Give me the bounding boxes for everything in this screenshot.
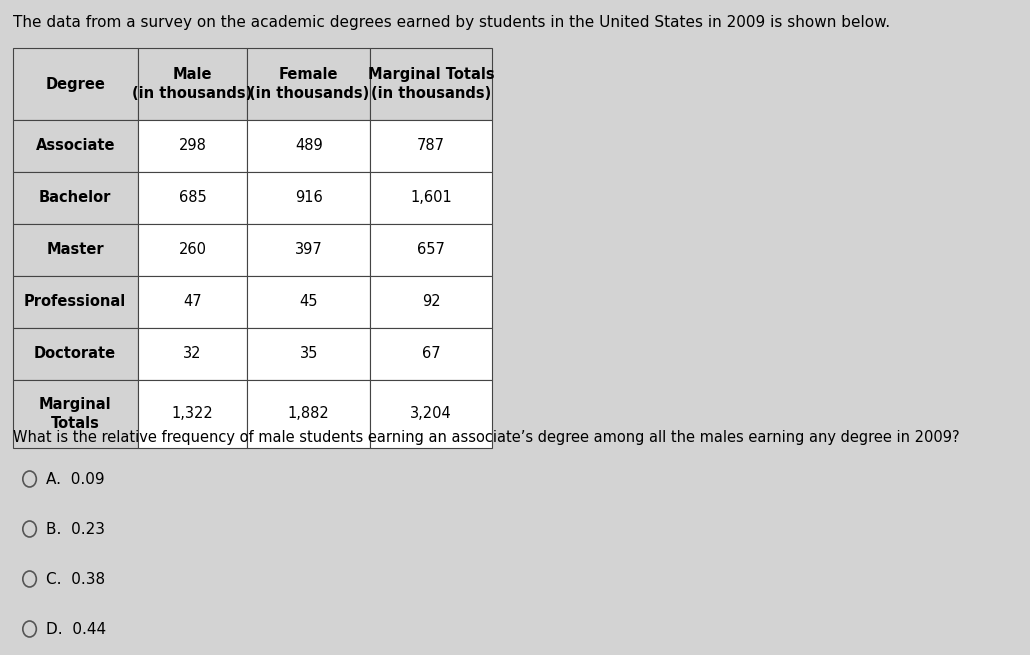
Bar bbox=[370, 276, 492, 328]
Bar bbox=[370, 120, 492, 172]
Bar bbox=[12, 48, 138, 120]
Bar bbox=[12, 328, 138, 380]
Text: 45: 45 bbox=[300, 295, 318, 310]
Bar bbox=[247, 48, 370, 120]
Text: A.  0.09: A. 0.09 bbox=[45, 472, 104, 487]
Text: D.  0.44: D. 0.44 bbox=[45, 622, 106, 637]
Text: Associate: Associate bbox=[35, 138, 115, 153]
Bar bbox=[370, 48, 492, 120]
Bar bbox=[247, 328, 370, 380]
Bar bbox=[12, 224, 138, 276]
Text: 67: 67 bbox=[422, 346, 441, 362]
Text: 685: 685 bbox=[179, 191, 206, 206]
Bar bbox=[247, 172, 370, 224]
Text: 47: 47 bbox=[183, 295, 202, 310]
Bar bbox=[370, 380, 492, 448]
Bar bbox=[138, 276, 247, 328]
Bar bbox=[370, 224, 492, 276]
Bar bbox=[138, 120, 247, 172]
Text: 1,601: 1,601 bbox=[410, 191, 452, 206]
Bar bbox=[12, 120, 138, 172]
Bar bbox=[247, 120, 370, 172]
Bar bbox=[247, 276, 370, 328]
Bar bbox=[12, 276, 138, 328]
Text: 3,204: 3,204 bbox=[410, 407, 452, 422]
Text: C.  0.38: C. 0.38 bbox=[45, 572, 105, 586]
Bar bbox=[138, 224, 247, 276]
Text: 1,882: 1,882 bbox=[287, 407, 330, 422]
Text: 35: 35 bbox=[300, 346, 318, 362]
Bar bbox=[247, 380, 370, 448]
Bar bbox=[370, 172, 492, 224]
Bar bbox=[370, 328, 492, 380]
Text: Bachelor: Bachelor bbox=[39, 191, 111, 206]
Bar bbox=[12, 380, 138, 448]
Text: 1,322: 1,322 bbox=[172, 407, 213, 422]
Text: 397: 397 bbox=[295, 242, 322, 257]
Text: Professional: Professional bbox=[24, 295, 127, 310]
Text: Master: Master bbox=[46, 242, 104, 257]
Text: Marginal
Totals: Marginal Totals bbox=[39, 397, 111, 431]
Text: The data from a survey on the academic degrees earned by students in the United : The data from a survey on the academic d… bbox=[12, 15, 890, 30]
Text: Doctorate: Doctorate bbox=[34, 346, 116, 362]
Text: 260: 260 bbox=[178, 242, 207, 257]
Text: Degree: Degree bbox=[45, 77, 105, 92]
Bar bbox=[138, 380, 247, 448]
Bar bbox=[138, 48, 247, 120]
Text: 32: 32 bbox=[183, 346, 202, 362]
Bar bbox=[138, 172, 247, 224]
Text: Marginal Totals
(in thousands): Marginal Totals (in thousands) bbox=[368, 67, 494, 101]
Text: 92: 92 bbox=[422, 295, 441, 310]
Bar bbox=[138, 328, 247, 380]
Text: 298: 298 bbox=[178, 138, 207, 153]
Text: 916: 916 bbox=[295, 191, 322, 206]
Text: 787: 787 bbox=[417, 138, 445, 153]
Bar bbox=[247, 224, 370, 276]
Text: 489: 489 bbox=[295, 138, 322, 153]
Bar bbox=[12, 172, 138, 224]
Text: Female
(in thousands): Female (in thousands) bbox=[248, 67, 369, 101]
Text: What is the relative frequency of male students earning an associate’s degree am: What is the relative frequency of male s… bbox=[12, 430, 959, 445]
Text: B.  0.23: B. 0.23 bbox=[45, 521, 105, 536]
Text: Male
(in thousands): Male (in thousands) bbox=[133, 67, 252, 101]
Text: 657: 657 bbox=[417, 242, 445, 257]
